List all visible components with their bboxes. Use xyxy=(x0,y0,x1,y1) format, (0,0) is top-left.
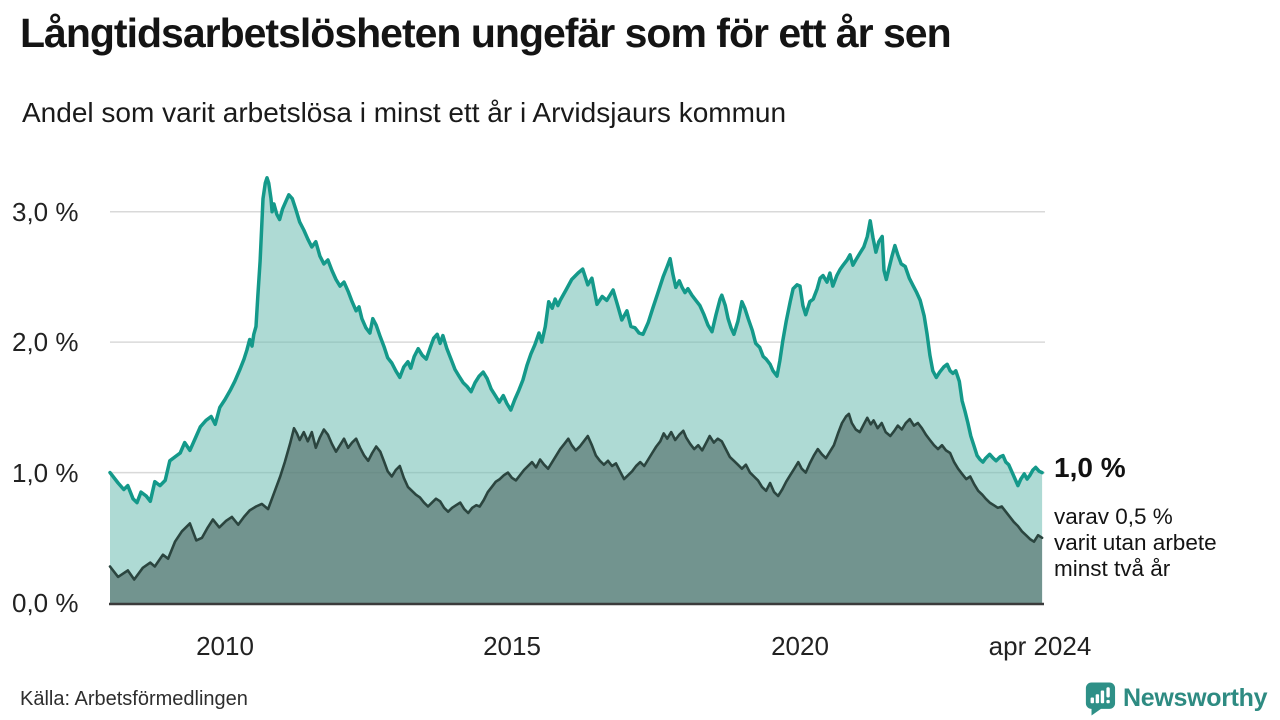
end-detail-line-1: varav 0,5 % xyxy=(1054,504,1173,529)
source-text: Källa: Arbetsförmedlingen xyxy=(20,688,248,710)
x-axis-tick-apr-2024: apr 2024 xyxy=(988,631,1092,661)
series-line-1 xyxy=(108,412,1044,581)
x-axis-tick-2015: 2015 xyxy=(483,631,541,661)
page-title: Långtidsarbetslösheten ungefär som för e… xyxy=(20,10,952,56)
end-detail-line-2: varit utan arbete xyxy=(1054,530,1217,555)
brand-logo: Newsworthy xyxy=(1084,681,1268,716)
x-axis-tick-2020: 2020 xyxy=(771,631,829,661)
chart-subtitle: Andel som varit arbetslösa i minst ett å… xyxy=(22,97,787,128)
end-detail-line-3: minst två år xyxy=(1054,556,1171,581)
newsworthy-icon xyxy=(1084,681,1116,716)
y-axis-tick-0: 0,0 % xyxy=(12,588,79,618)
area-fill-1 xyxy=(110,413,1043,603)
end-value-label: 1,0 % xyxy=(1054,452,1126,483)
y-axis-tick-2: 2,0 % xyxy=(12,327,79,357)
y-axis-tick-3: 3,0 % xyxy=(12,197,79,227)
y-axis-tick-1: 1,0 % xyxy=(12,458,79,488)
x-axis-tick-2010: 2010 xyxy=(196,631,254,661)
brand-wordmark: Newsworthy xyxy=(1123,684,1268,712)
series-line-0 xyxy=(108,176,1044,505)
